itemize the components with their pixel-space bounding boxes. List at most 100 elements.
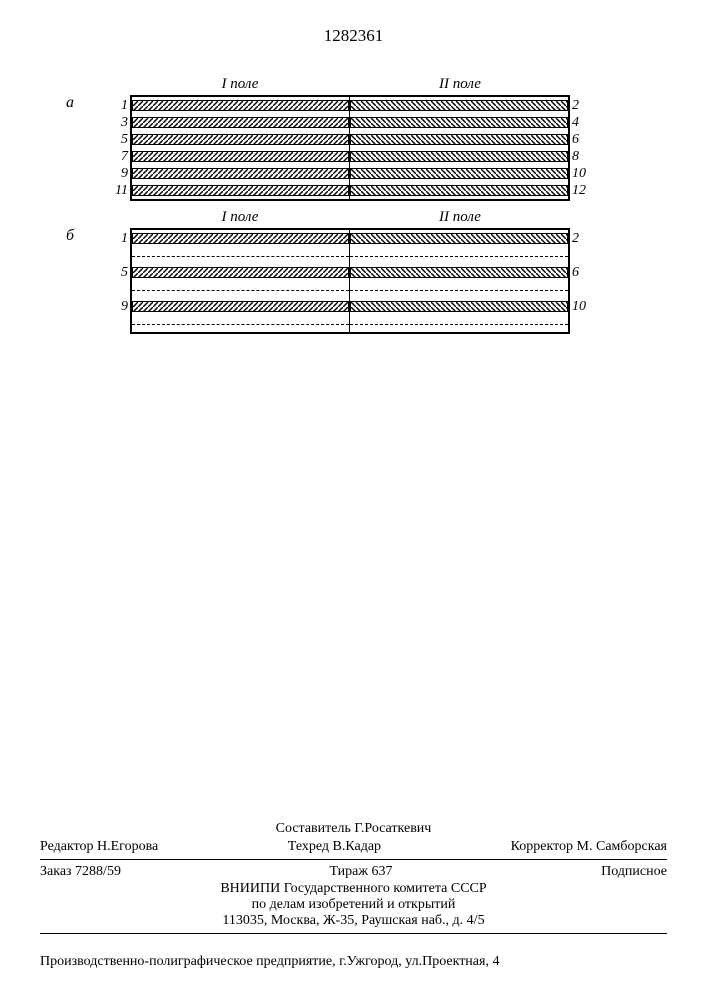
scan-bar <box>350 185 568 196</box>
scan-line-row: 56 <box>132 131 568 148</box>
page-number: 1282361 <box>0 26 707 46</box>
row-number-left: 1 <box>106 98 128 114</box>
half-field <box>132 114 350 131</box>
scan-bar <box>132 134 349 145</box>
print-run: Тираж 637 <box>329 864 392 880</box>
field-1-label: I поле <box>130 76 350 93</box>
scan-bar <box>350 100 568 111</box>
compiler-line: Составитель Г.Росаткевич <box>40 821 667 837</box>
field-2-label: II поле <box>350 76 570 93</box>
scan-bar <box>350 301 568 312</box>
scan-line-row: 910 <box>132 298 568 315</box>
scan-bar <box>350 134 568 145</box>
scan-bar <box>132 267 349 278</box>
scan-bar <box>132 100 349 111</box>
half-field <box>132 148 350 165</box>
half-field <box>132 264 350 281</box>
half-field <box>350 264 568 281</box>
half-field <box>350 165 568 182</box>
half-field <box>132 230 350 247</box>
scan-line-row: 78 <box>132 148 568 165</box>
field-box: 123456789101112 <box>130 95 570 201</box>
tech-editor-line: Техред В.Кадар <box>288 839 381 855</box>
editor-line: Редактор Н.Егорова <box>40 839 158 855</box>
row-number-left: 5 <box>106 265 128 281</box>
scan-line-row <box>132 281 568 298</box>
field-box: 12 56 910 <box>130 228 570 334</box>
row-number-right: 6 <box>572 265 598 281</box>
half-field <box>350 298 568 315</box>
half-field <box>350 131 568 148</box>
scan-line-row: 12 <box>132 230 568 247</box>
scan-line-row <box>132 247 568 264</box>
subscribe-label: Подписное <box>601 864 667 880</box>
row-number-left: 3 <box>106 115 128 131</box>
row-number-left: 7 <box>106 149 128 165</box>
scan-bar <box>132 185 349 196</box>
field-2-label: II поле <box>350 209 570 226</box>
half-field <box>132 298 350 315</box>
row-number-right: 2 <box>572 98 598 114</box>
row-number-left: 5 <box>106 132 128 148</box>
org-line-2: по делам изобретений и открытий <box>40 897 667 913</box>
divider <box>40 859 667 860</box>
scan-bar <box>132 233 349 244</box>
scan-bar <box>350 117 568 128</box>
scan-bar <box>350 168 568 179</box>
half-field <box>132 131 350 148</box>
org-line-1: ВНИИПИ Государственного комитета СССР <box>40 881 667 897</box>
field-1-label: I поле <box>130 209 350 226</box>
scan-bar <box>350 233 568 244</box>
address-line: 113035, Москва, Ж-35, Раушская наб., д. … <box>40 913 667 929</box>
footer-block: Составитель Г.Росаткевич Редактор Н.Егор… <box>40 821 667 938</box>
scan-bar <box>132 117 349 128</box>
scan-line-row: 1112 <box>132 182 568 199</box>
scan-bar <box>132 168 349 179</box>
row-number-right: 6 <box>572 132 598 148</box>
half-field <box>350 315 568 332</box>
dashed-scan-line <box>350 290 568 291</box>
scan-line-row: 56 <box>132 264 568 281</box>
half-field <box>350 247 568 264</box>
half-field <box>350 230 568 247</box>
dashed-scan-line <box>350 324 568 325</box>
row-number-right: 4 <box>572 115 598 131</box>
row-number-left: 9 <box>106 166 128 182</box>
scan-bar <box>350 267 568 278</box>
half-field <box>350 114 568 131</box>
half-field <box>350 182 568 199</box>
half-field <box>350 281 568 298</box>
diagram-panel: а I поле II поле123456789101112 <box>90 76 610 201</box>
dashed-scan-line <box>132 290 349 291</box>
half-field <box>350 97 568 114</box>
row-number-right: 2 <box>572 231 598 247</box>
half-field <box>132 315 350 332</box>
divider <box>40 933 667 934</box>
corrector-line: Корректор М. Самборская <box>511 839 667 855</box>
dashed-scan-line <box>132 256 349 257</box>
row-number-right: 8 <box>572 149 598 165</box>
scan-bar <box>132 301 349 312</box>
half-field <box>132 182 350 199</box>
printer-line: Производственно-полиграфическое предприя… <box>40 954 667 970</box>
scan-line-row: 12 <box>132 97 568 114</box>
panel-letter: б <box>66 227 74 245</box>
half-field <box>132 165 350 182</box>
half-field <box>132 281 350 298</box>
scan-line-row: 34 <box>132 114 568 131</box>
row-number-right: 10 <box>572 299 598 315</box>
scan-line-row: 910 <box>132 165 568 182</box>
row-number-right: 10 <box>572 166 598 182</box>
row-number-left: 11 <box>106 183 128 199</box>
scan-line-row <box>132 315 568 332</box>
half-field <box>132 97 350 114</box>
scan-diagram: а I поле II поле123456789101112б I поле … <box>90 76 610 342</box>
half-field <box>350 148 568 165</box>
half-field <box>132 247 350 264</box>
diagram-panel: б I поле II поле1256910 <box>90 209 610 334</box>
row-number-left: 9 <box>106 299 128 315</box>
scan-bar <box>350 151 568 162</box>
row-number-right: 12 <box>572 183 598 199</box>
row-number-left: 1 <box>106 231 128 247</box>
dashed-scan-line <box>132 324 349 325</box>
